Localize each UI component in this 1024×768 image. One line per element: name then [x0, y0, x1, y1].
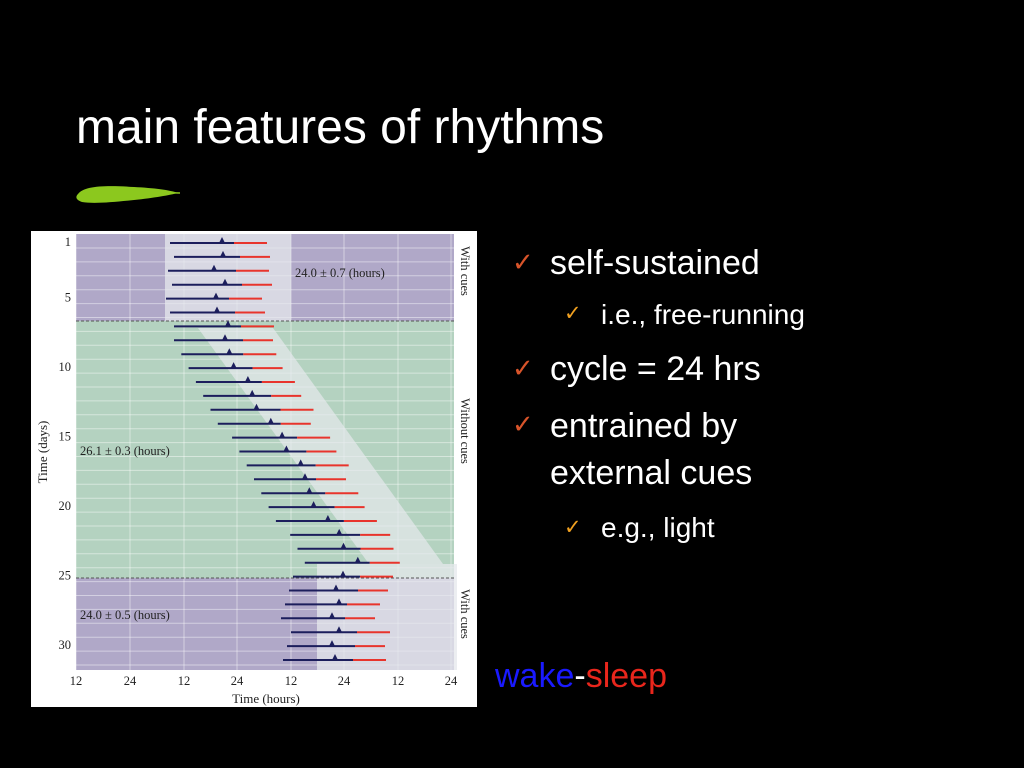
wake-sleep-legend: wake-sleep	[495, 657, 667, 696]
y-tick-label: 5	[65, 291, 71, 305]
x-tick-label: 24	[445, 674, 458, 688]
phase-marker	[332, 654, 338, 660]
phase-marker	[211, 264, 217, 271]
section-label: Without cues	[458, 398, 472, 464]
annotation-period: 24.0 ± 0.7 (hours)	[295, 266, 385, 280]
checkmark-icon: ✓	[564, 301, 582, 325]
x-axis-label: Time (hours)	[232, 691, 300, 706]
phase-marker	[249, 389, 256, 396]
phase-marker	[283, 445, 290, 452]
phase-marker	[219, 237, 225, 243]
bullet-cycle: cycle = 24 hrs	[550, 350, 761, 388]
bullet-entrained-line1: entrained by	[550, 407, 738, 445]
phase-marker	[267, 417, 274, 424]
phase-marker	[222, 278, 228, 285]
phase-marker	[329, 612, 335, 619]
phase-marker	[333, 584, 339, 591]
phase-marker	[306, 487, 313, 494]
y-tick-label: 20	[59, 499, 72, 513]
bullet-self-sustained: self-sustained	[550, 244, 760, 282]
x-tick-label: 12	[392, 674, 405, 688]
wake-label: wake	[495, 657, 575, 695]
phase-marker	[214, 306, 220, 313]
phase-marker	[253, 403, 260, 410]
annotation-period: 26.1 ± 0.3 (hours)	[80, 444, 170, 458]
annotation-period: 24.0 ± 0.5 (hours)	[80, 608, 170, 622]
section-label: With cues	[458, 246, 472, 296]
checkmark-icon: ✓	[564, 515, 582, 539]
phase-marker	[329, 640, 335, 647]
x-tick-label: 24	[338, 674, 351, 688]
light-band	[317, 564, 457, 670]
phase-marker	[340, 570, 346, 577]
phase-marker	[310, 501, 317, 508]
phase-marker	[354, 556, 361, 563]
phase-marker	[225, 320, 231, 327]
x-tick-label: 12	[285, 674, 298, 688]
phase-marker	[279, 431, 286, 438]
phase-marker	[230, 362, 237, 369]
phase-marker	[220, 250, 226, 257]
section-label: With cues	[458, 589, 472, 639]
phase-marker	[336, 528, 343, 535]
phase-marker	[336, 626, 342, 633]
x-tick-label: 24	[124, 674, 137, 688]
bullet-entrained-line2: external cues	[550, 454, 753, 492]
phase-marker	[324, 515, 331, 521]
light-band	[165, 234, 291, 321]
decorative-brush-stroke	[76, 186, 181, 203]
phase-marker	[302, 473, 308, 480]
phase-marker	[297, 459, 304, 466]
sub-bullet-free-running: i.e., free-running	[601, 299, 805, 330]
y-tick-label: 30	[59, 638, 72, 652]
light-band	[198, 328, 443, 564]
actogram-figure: 1 5 10 15 20 25 30 12 24 12 24 12 24 12 24 Time (hours)…	[31, 231, 477, 707]
y-tick-label: 1	[65, 235, 71, 249]
y-tick-label: 25	[59, 569, 72, 583]
x-tick-label: 12	[70, 674, 83, 688]
slide-title: main features of rhythms	[76, 101, 605, 154]
x-tick-label: 24	[231, 674, 244, 688]
y-axis-label: Time (days)	[35, 421, 50, 484]
checkmark-icon: ✓	[512, 410, 534, 440]
checkmark-icon: ✓	[512, 248, 534, 278]
phase-marker	[226, 348, 233, 355]
y-tick-label: 15	[59, 430, 72, 444]
phase-marker	[244, 376, 251, 382]
phase-marker	[222, 334, 228, 341]
y-tick-label: 10	[59, 360, 72, 374]
sleep-label: sleep	[585, 657, 667, 695]
sub-bullet-light: e.g., light	[601, 512, 715, 543]
legend-dash: -	[574, 657, 586, 695]
x-tick-label: 12	[178, 674, 191, 688]
phase-marker	[213, 292, 219, 299]
checkmark-icon: ✓	[512, 354, 534, 384]
phase-marker	[336, 598, 342, 605]
phase-marker	[340, 542, 347, 549]
